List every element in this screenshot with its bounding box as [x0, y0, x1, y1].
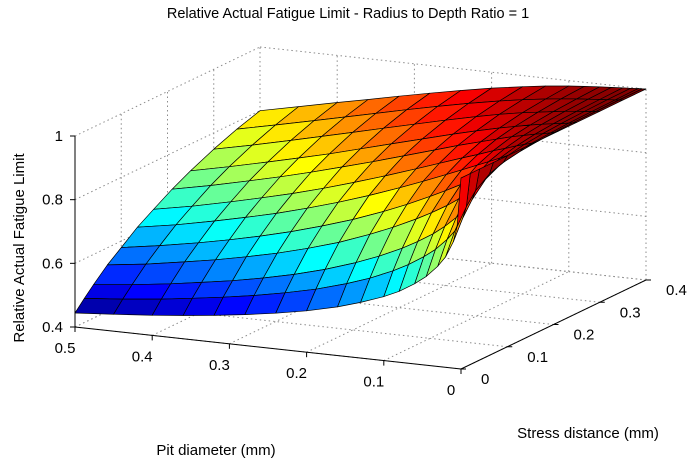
y-axis-label: Stress distance (mm) [517, 425, 659, 442]
floor-gridline [306, 262, 492, 353]
z-tick-label: 0.4 [42, 319, 63, 336]
z-axis-label: Relative Actual Fatigue Limit [11, 153, 28, 343]
x-axis-label: Pit diameter (mm) [156, 442, 275, 459]
surface-mesh [74, 85, 647, 316]
x-tick-label: 0.2 [286, 365, 307, 382]
y-tick-label: 0.2 [574, 327, 595, 344]
y-tick-label: 0.4 [666, 282, 687, 299]
back-wall-gridline [259, 237, 647, 281]
z-tick-label: 0.6 [42, 255, 63, 272]
z-tick-label: 0.8 [42, 192, 63, 209]
x-tick-label: 0.4 [132, 348, 153, 365]
tick-labels: 0.5 0.4 0.3 0.2 0.1 0 0 0.1 0.2 0.3 0.4 0.4 0.6 0.8 1 [42, 128, 687, 399]
x-tick-label: 0.5 [55, 340, 76, 357]
x-axis-line [74, 326, 462, 370]
surface-patch [456, 173, 471, 227]
y-tick-label: 0 [481, 371, 489, 388]
y-tick-label: 0.1 [527, 349, 548, 366]
back-wall-gridline [259, 46, 647, 90]
chart-title: Relative Actual Fatigue Limit - Radius t… [167, 6, 529, 22]
x-tick-label: 0.1 [363, 374, 384, 391]
x-tick-label: 0.3 [209, 357, 230, 374]
floor-gridline [167, 282, 554, 325]
side-wall-gridline [74, 46, 261, 137]
floor-gridline [383, 271, 570, 362]
y-tick-label: 0.3 [620, 304, 641, 321]
side-wall-gridline [74, 110, 261, 201]
x-tick-label: 0 [447, 382, 455, 399]
z-tick-label: 1 [55, 128, 63, 145]
floor-gridline [121, 304, 508, 348]
